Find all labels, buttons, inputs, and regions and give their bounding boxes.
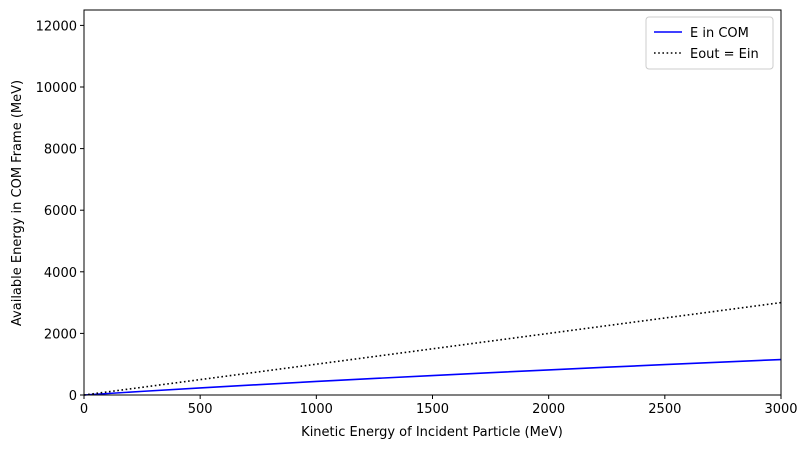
y-tick-label: 2000 — [44, 327, 77, 342]
x-axis: 0 500 1000 1500 2000 2500 3000 — [80, 395, 798, 417]
x-axis-label: Kinetic Energy of Incident Particle (MeV… — [301, 425, 563, 440]
y-tick-label: 4000 — [44, 266, 77, 281]
y-tick-label: 10000 — [36, 81, 77, 96]
legend-label-1: Eout = Ein — [690, 47, 759, 62]
x-tick-label: 3000 — [764, 402, 797, 417]
x-tick-label: 0 — [80, 402, 88, 417]
series-line-0 — [83, 358, 782, 396]
y-axis: 0 2000 4000 6000 8000 10000 12000 — [36, 19, 84, 404]
x-tick-label: 500 — [188, 402, 213, 417]
x-tick-label: 2500 — [648, 402, 681, 417]
y-axis-label: Available Energy in COM Frame (MeV) — [10, 80, 25, 326]
legend-box — [645, 16, 774, 70]
y-tick-label: 6000 — [44, 204, 77, 219]
plot-marks — [83, 301, 782, 396]
x-tick-label: 2000 — [532, 402, 565, 417]
x-tick-label: 1000 — [300, 402, 333, 417]
y-tick-label: 0 — [69, 389, 77, 404]
legend-label-0: E in COM — [690, 26, 749, 41]
series-line-1 — [83, 301, 782, 396]
y-tick-label: 12000 — [36, 19, 77, 34]
legend: E in COM Eout = Ein — [645, 16, 774, 70]
y-tick-label: 8000 — [44, 143, 77, 158]
x-tick-label: 1500 — [416, 402, 449, 417]
